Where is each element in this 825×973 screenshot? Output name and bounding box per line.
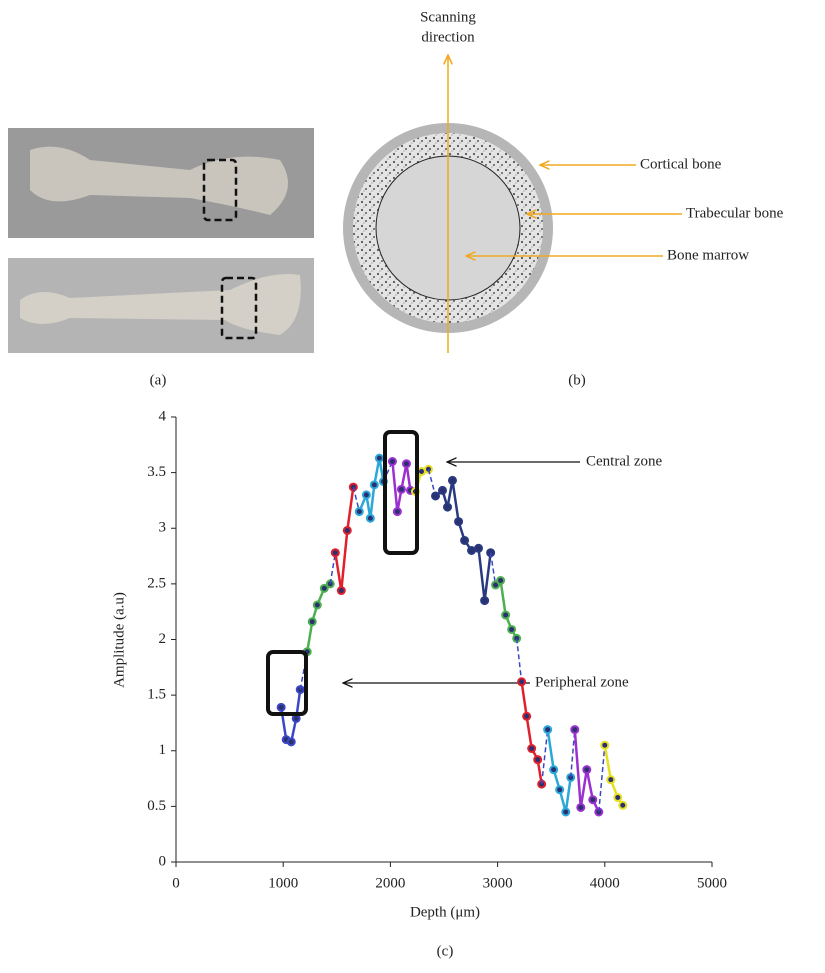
- point: [387, 457, 397, 466]
- point: [330, 548, 340, 558]
- connector: [515, 638, 523, 682]
- connector: [540, 729, 549, 785]
- point: [336, 586, 346, 596]
- point: [600, 740, 610, 750]
- series-line: [334, 486, 355, 591]
- point: [570, 725, 580, 735]
- point: [507, 624, 517, 634]
- point: [291, 713, 301, 723]
- point: [517, 677, 527, 687]
- point: [460, 535, 470, 545]
- callout: Trabecular bone: [686, 205, 784, 221]
- zone-box: [383, 430, 419, 555]
- x-tick-label: 4000: [590, 875, 620, 891]
- connector: [329, 552, 337, 584]
- series-line: [603, 744, 624, 806]
- point: [361, 490, 371, 500]
- y-tick-label: 2: [159, 631, 167, 647]
- point: [480, 596, 490, 606]
- scan-label: Scanning: [420, 9, 476, 25]
- y-tick-label: 4: [159, 408, 167, 424]
- point: [365, 513, 375, 523]
- y-tick-label: 1.5: [147, 687, 166, 703]
- series-line: [434, 480, 492, 601]
- y-tick-label: 0: [159, 853, 167, 869]
- point: [342, 525, 352, 535]
- series-line: [520, 681, 543, 785]
- point: [588, 795, 598, 805]
- x-tick-label: 3000: [483, 875, 513, 891]
- point: [555, 785, 565, 795]
- scan-label: direction: [421, 29, 475, 45]
- point: [374, 453, 384, 463]
- point: [369, 480, 379, 490]
- point: [447, 475, 457, 485]
- point: [401, 459, 411, 469]
- point: [443, 502, 453, 512]
- point: [613, 792, 623, 802]
- photos: [8, 128, 314, 353]
- plot: 0 1000 2000 3000 4000 5000 0 0.5 1 1.5 2 2.5 3 3.5 4: [147, 408, 727, 891]
- point: [576, 802, 586, 812]
- point: [392, 507, 402, 517]
- point: [474, 543, 484, 553]
- y-tick-label: 0.5: [147, 798, 166, 814]
- y-axis-label: Amplitude (a.u): [111, 592, 127, 688]
- point: [319, 583, 329, 593]
- annotation: Peripheral zone: [535, 674, 629, 690]
- point: [431, 491, 441, 501]
- connector: [427, 469, 437, 497]
- y-tick-label: 2.5: [147, 575, 166, 591]
- point: [286, 737, 296, 747]
- point: [543, 725, 553, 735]
- panel-label: (b): [568, 372, 586, 388]
- connector: [569, 729, 576, 778]
- callout: Cortical bone: [640, 156, 722, 172]
- y-tick-label: 1: [159, 742, 167, 758]
- point: [527, 744, 537, 754]
- point: [467, 546, 477, 555]
- point: [437, 485, 447, 495]
- point: [522, 711, 532, 721]
- bone-diagram: [343, 55, 682, 353]
- y-tick-label: 3: [159, 520, 167, 536]
- panel-label: (c): [437, 943, 454, 959]
- callout: Bone marrow: [667, 247, 749, 263]
- panel-label: (a): [150, 372, 167, 388]
- point: [533, 755, 543, 765]
- point: [416, 467, 426, 477]
- connector: [598, 745, 606, 813]
- point: [454, 517, 464, 527]
- point: [496, 576, 506, 586]
- x-tick-label: 0: [172, 875, 180, 891]
- point: [582, 765, 592, 775]
- point: [276, 702, 286, 712]
- point: [618, 800, 628, 810]
- point: [561, 807, 571, 817]
- point: [396, 484, 406, 494]
- point: [501, 610, 511, 620]
- point: [354, 507, 364, 517]
- point: [606, 775, 616, 785]
- x-tick-label: 5000: [697, 875, 727, 891]
- connector: [352, 486, 361, 512]
- annotation: Central zone: [586, 453, 663, 469]
- point: [307, 617, 317, 627]
- x-tick-label: 1000: [268, 875, 298, 891]
- x-axis-label: Depth (μm): [410, 904, 480, 920]
- point: [549, 765, 559, 775]
- zone-box: [266, 650, 308, 716]
- connector: [489, 552, 497, 586]
- y-tick-label: 3.5: [147, 464, 166, 480]
- x-tick-label: 2000: [375, 875, 405, 891]
- point: [312, 600, 322, 610]
